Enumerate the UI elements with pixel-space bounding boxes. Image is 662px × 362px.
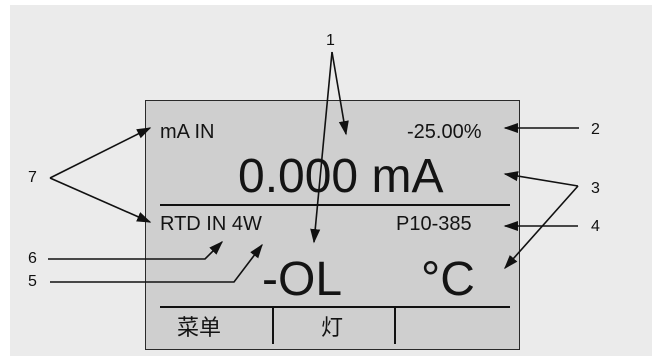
callout-5: 5 (28, 273, 37, 290)
callout-1: 1 (326, 32, 335, 49)
lcd-display: mA IN -25.00% 0.000 mA RTD IN 4W P10-385… (145, 100, 520, 350)
secondary-reading: -OL (262, 253, 343, 306)
primary-divider (160, 204, 510, 206)
percent-value: -25.00% (407, 121, 482, 143)
softkey-1-label: 菜单 (177, 316, 222, 341)
softkey-2-label: 灯 (321, 316, 344, 341)
softkey-separator-2 (394, 308, 396, 344)
softkey-divider (160, 306, 510, 308)
callout-2: 2 (591, 121, 600, 138)
softkey-separator-1 (272, 308, 274, 344)
callout-4: 4 (591, 218, 600, 235)
secondary-unit: °C (421, 253, 475, 306)
secondary-mode-label: RTD IN 4W (160, 213, 262, 235)
callout-6: 6 (28, 250, 37, 267)
primary-reading: 0.000 mA (238, 150, 444, 203)
callout-7: 7 (28, 169, 37, 186)
primary-mode-label: mA IN (160, 121, 215, 143)
callout-3: 3 (591, 180, 600, 197)
sensor-type-label: P10-385 (396, 213, 472, 235)
